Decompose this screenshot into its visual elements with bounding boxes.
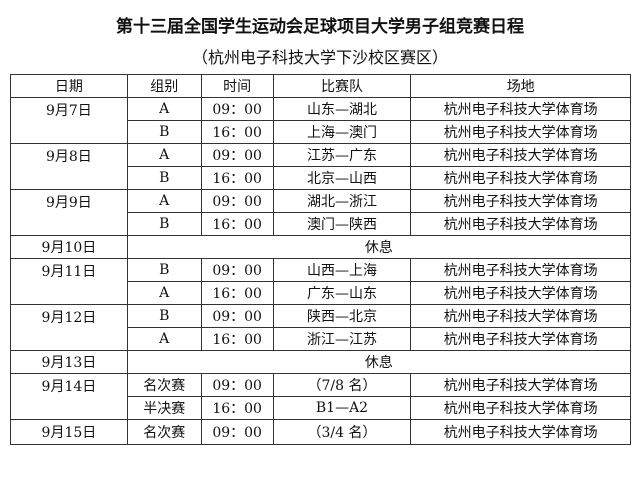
time-cell: 16：00 <box>200 281 274 305</box>
teams-cell: （7/8 名） <box>272 373 412 397</box>
schedule-table: 日期 组别 时间 比赛队 场地 9月7日 A 09：00 山东—湖北 杭州电子科技大学体… <box>10 74 632 445</box>
venue-cell: 杭州电子科技大学体育场 <box>410 373 631 397</box>
date-cell: 9月8日 <box>10 143 128 190</box>
venue-cell: 杭州电子科技大学体育场 <box>410 396 631 420</box>
table-row: 9月15日 名次赛 09：00 （3/4 名） 杭州电子科技大学体育场 <box>10 419 631 445</box>
time-cell: 09：00 <box>200 419 274 445</box>
venue-cell: 杭州电子科技大学体育场 <box>410 143 631 167</box>
table-row: 9月13日 休息 <box>10 350 632 374</box>
teams-cell: 山西—上海 <box>272 258 412 282</box>
group-cell: 半决赛 <box>126 396 202 420</box>
table-row: 9月14日 名次赛 09：00 （7/8 名） 杭州电子科技大学体育场 <box>10 373 631 420</box>
time-cell: 16：00 <box>200 120 274 144</box>
teams-cell: （3/4 名） <box>272 419 412 445</box>
group-cell: A <box>126 189 202 213</box>
group-cell: A <box>126 327 202 351</box>
teams-cell: 湖北—浙江 <box>272 189 412 213</box>
venue-cell: 杭州电子科技大学体育场 <box>410 281 631 305</box>
group-cell: B <box>126 258 202 282</box>
teams-cell: 江苏—广东 <box>272 143 412 167</box>
document-title: 第十三届全国学生运动会足球项目大学男子组竞赛日程 <box>116 17 524 37</box>
venue-cell: 杭州电子科技大学体育场 <box>410 120 631 144</box>
date-cell: 9月7日 <box>10 97 128 144</box>
teams-cell: 上海—澳门 <box>272 120 412 144</box>
teams-cell: 浙江—江苏 <box>272 327 412 351</box>
venue-cell: 杭州电子科技大学体育场 <box>410 327 631 351</box>
date-cell: 9月15日 <box>10 419 128 445</box>
group-cell: B <box>126 120 202 144</box>
table-row: 9月10日 休息 <box>10 235 632 259</box>
header-venue: 场地 <box>410 74 631 98</box>
table-row: 9月12日 B 09：00 陕西—北京 杭州电子科技大学体育场 <box>10 304 631 351</box>
time-cell: 09：00 <box>200 258 274 282</box>
header-teams: 比赛队 <box>272 74 412 98</box>
teams-cell: 北京—山西 <box>272 166 412 190</box>
venue-cell: 杭州电子科技大学体育场 <box>410 212 631 236</box>
group-cell: 名次赛 <box>126 373 202 397</box>
group-cell: A <box>126 97 202 121</box>
time-cell: 16：00 <box>200 327 274 351</box>
header-row: 日期 组别 时间 比赛队 场地 <box>10 74 631 98</box>
rest-cell: 休息 <box>126 350 632 374</box>
document-subtitle: （杭州电子科技大学下沙校区赛区） <box>191 48 448 67</box>
table-row: A 16：00 浙江—江苏 杭州电子科技大学体育场 <box>11 327 631 351</box>
teams-cell: 澳门—陕西 <box>272 212 412 236</box>
table-row: B 16：00 澳门—陕西 杭州电子科技大学体育场 <box>11 212 631 236</box>
time-cell: 09：00 <box>200 97 274 121</box>
date-cell: 9月10日 <box>10 235 128 259</box>
table-row: B 16：00 北京—山西 杭州电子科技大学体育场 <box>11 166 631 190</box>
header-date: 日期 <box>10 74 128 98</box>
group-cell: 名次赛 <box>126 419 202 445</box>
table-row: A 16：00 广东—山东 杭州电子科技大学体育场 <box>11 281 631 305</box>
venue-cell: 杭州电子科技大学体育场 <box>410 97 631 121</box>
time-cell: 09：00 <box>200 143 274 167</box>
venue-cell: 杭州电子科技大学体育场 <box>410 189 631 213</box>
teams-cell: 陕西—北京 <box>272 304 412 328</box>
time-cell: 09：00 <box>200 304 274 328</box>
teams-cell: 广东—山东 <box>272 281 412 305</box>
header-group: 组别 <box>126 74 202 98</box>
date-cell: 9月12日 <box>10 304 128 351</box>
time-cell: 09：00 <box>200 189 274 213</box>
venue-cell: 杭州电子科技大学体育场 <box>410 304 631 328</box>
date-cell: 9月13日 <box>10 350 128 374</box>
date-cell: 9月14日 <box>10 373 128 420</box>
table-row: 9月9日 A 09：00 湖北—浙江 杭州电子科技大学体育场 <box>10 189 631 236</box>
venue-cell: 杭州电子科技大学体育场 <box>410 166 631 190</box>
group-cell: B <box>126 166 202 190</box>
time-cell: 09：00 <box>200 373 274 397</box>
group-cell: B <box>126 304 202 328</box>
group-cell: A <box>126 281 202 305</box>
table-row: 9月7日 A 09：00 山东—湖北 杭州电子科技大学体育场 <box>10 97 631 144</box>
date-cell: 9月11日 <box>10 258 128 305</box>
group-cell: A <box>126 143 202 167</box>
rest-cell: 休息 <box>126 235 632 259</box>
table-row: 半决赛 16：00 B1—A2 杭州电子科技大学体育场 <box>11 396 631 420</box>
table-row: 9月8日 A 09：00 江苏—广东 杭州电子科技大学体育场 <box>10 143 631 190</box>
time-cell: 16：00 <box>200 212 274 236</box>
time-cell: 16：00 <box>200 166 274 190</box>
date-cell: 9月9日 <box>10 189 128 236</box>
venue-cell: 杭州电子科技大学体育场 <box>410 258 631 282</box>
time-cell: 16：00 <box>200 396 274 420</box>
teams-cell: 山东—湖北 <box>272 97 412 121</box>
table-row: 9月11日 B 09：00 山西—上海 杭州电子科技大学体育场 <box>10 258 631 305</box>
group-cell: B <box>126 212 202 236</box>
teams-cell: B1—A2 <box>272 396 412 420</box>
header-time: 时间 <box>200 74 274 98</box>
venue-cell: 杭州电子科技大学体育场 <box>410 419 631 445</box>
